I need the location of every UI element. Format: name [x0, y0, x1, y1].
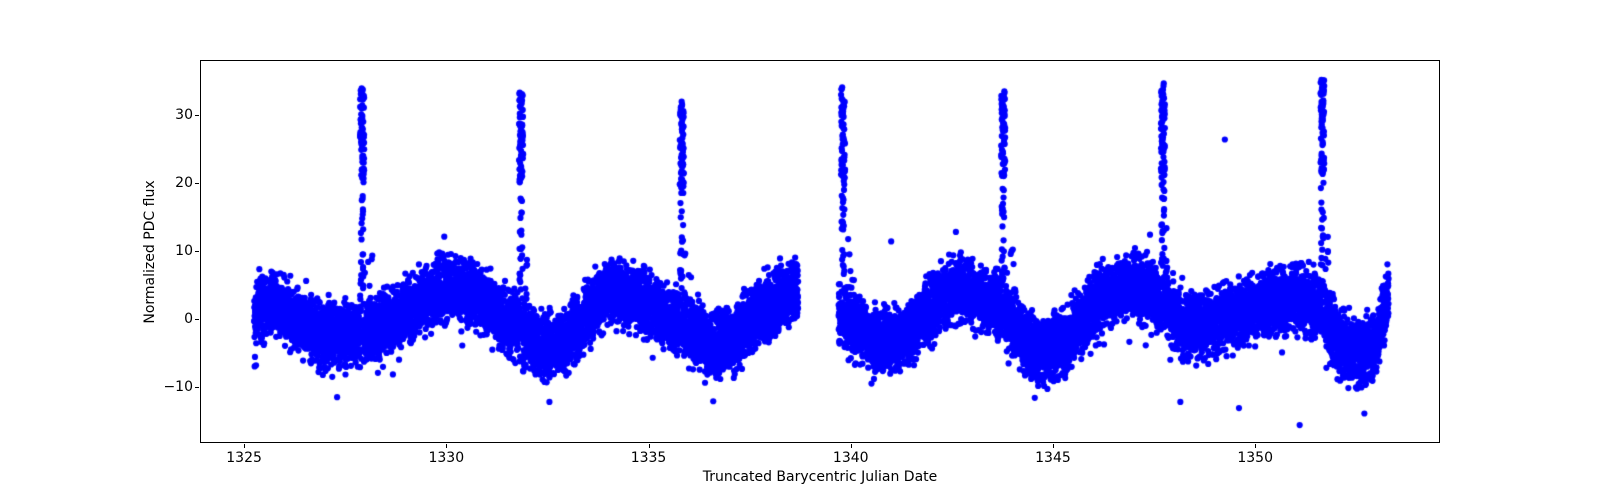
- x-tick-mark: [648, 444, 650, 448]
- y-tick-mark: [195, 250, 199, 252]
- x-tick-label: 1345: [1035, 450, 1071, 466]
- x-tick-mark: [1052, 444, 1054, 448]
- y-tick-mark: [195, 318, 199, 320]
- y-tick-label: −10: [163, 378, 193, 395]
- x-tick-label: 1350: [1237, 450, 1273, 466]
- x-tick-mark: [446, 444, 448, 448]
- x-tick-label: 1335: [630, 450, 667, 466]
- x-tick-mark: [850, 444, 852, 448]
- y-tick-mark: [195, 115, 199, 116]
- y-tick-label: 20: [175, 174, 193, 191]
- y-tick-mark: [195, 386, 199, 388]
- x-tick-mark: [1255, 444, 1257, 448]
- x-tick-label: 1325: [226, 450, 262, 466]
- x-axis-label: Truncated Barycentric Julian Date: [702, 469, 938, 485]
- x-tick-mark: [244, 444, 246, 448]
- x-tick-label: 1330: [428, 450, 465, 466]
- y-tick-label: 30: [175, 107, 193, 123]
- y-axis-label: Normalized PDC flux: [142, 179, 158, 324]
- y-tick-label: 10: [175, 242, 193, 259]
- y-tick-mark: [195, 182, 199, 184]
- plot-area: [200, 60, 1440, 443]
- x-tick-label: 1340: [832, 450, 869, 466]
- y-tick-label: 0: [184, 310, 193, 327]
